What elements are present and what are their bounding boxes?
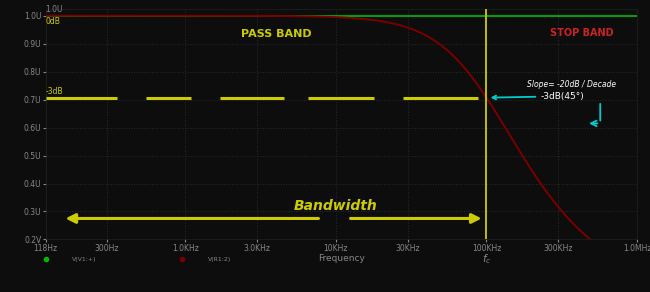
Text: -3dB(45°): -3dB(45°) xyxy=(493,92,584,101)
Text: PASS BAND: PASS BAND xyxy=(240,29,311,39)
Text: STOP BAND: STOP BAND xyxy=(550,27,614,38)
Text: 1.0U: 1.0U xyxy=(46,5,63,14)
Text: Slope= -20dB / Decade: Slope= -20dB / Decade xyxy=(527,80,617,89)
Text: -3dB: -3dB xyxy=(46,87,63,96)
Text: Bandwidth: Bandwidth xyxy=(294,199,378,213)
Text: V(R1:2): V(R1:2) xyxy=(208,256,231,262)
Text: f$_c$: f$_c$ xyxy=(482,252,491,266)
Text: 0dB: 0dB xyxy=(46,17,60,26)
Text: V(V1:+): V(V1:+) xyxy=(72,256,97,262)
X-axis label: Frequency: Frequency xyxy=(318,254,365,263)
